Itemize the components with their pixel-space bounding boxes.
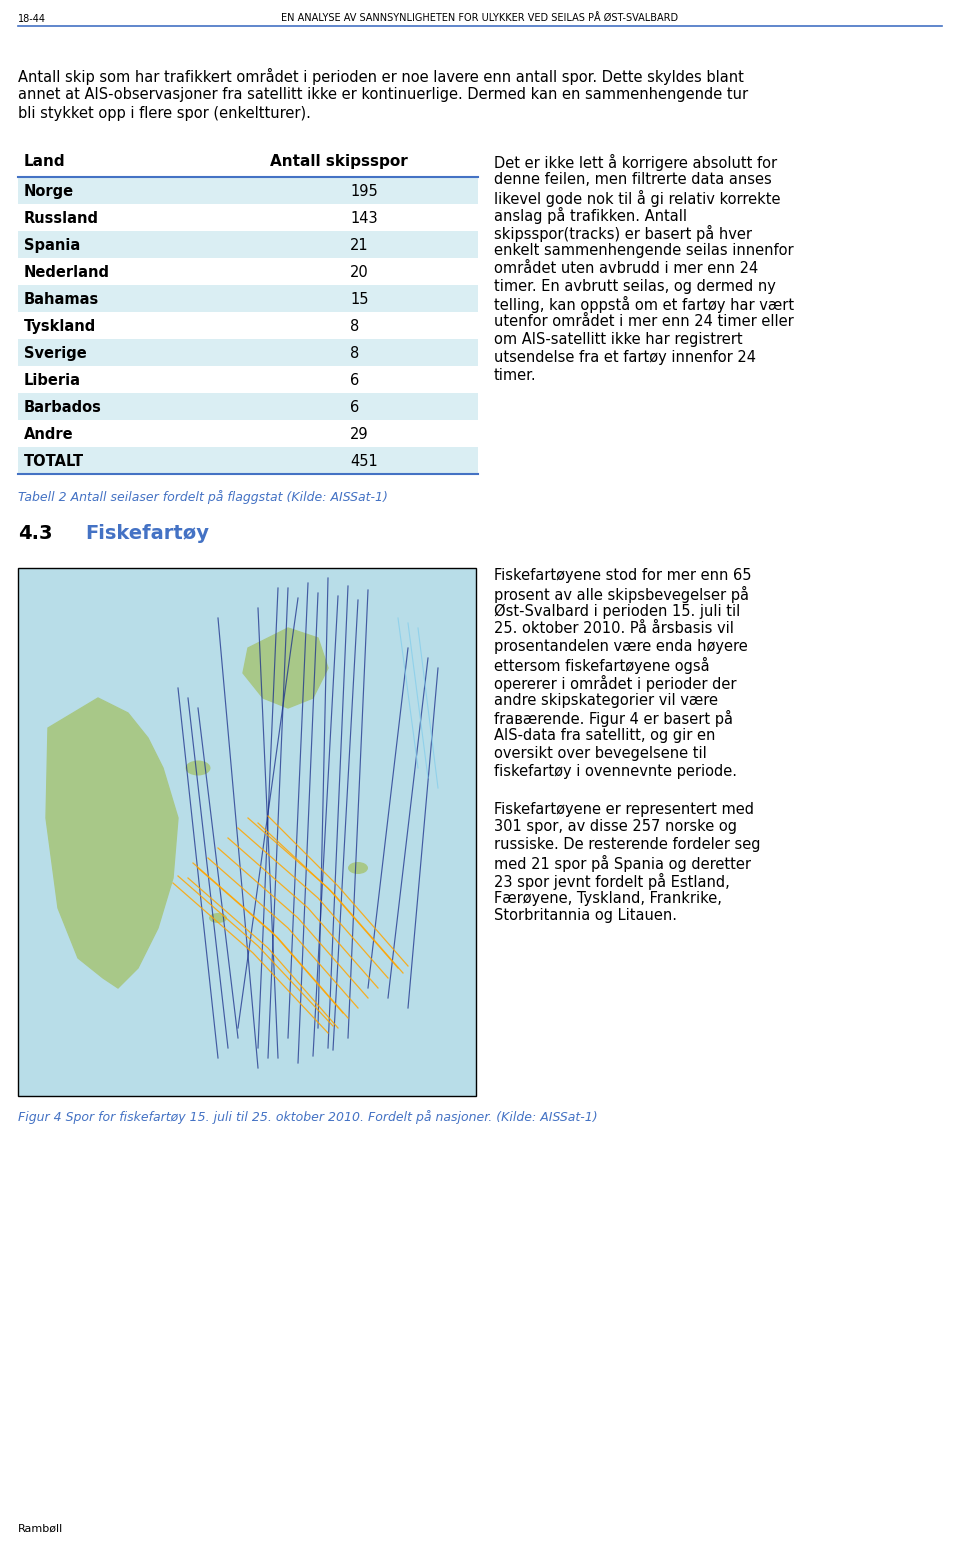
Text: 29: 29: [350, 427, 369, 442]
Text: denne feilen, men filtrerte data anses: denne feilen, men filtrerte data anses: [494, 171, 772, 186]
Text: Fiskefartøyene er representert med: Fiskefartøyene er representert med: [494, 801, 754, 817]
Text: Figur 4 Spor for fiskefartøy 15. juli til 25. oktober 2010. Fordelt på nasjoner.: Figur 4 Spor for fiskefartøy 15. juli ti…: [18, 1110, 598, 1123]
Text: med 21 spor på Spania og deretter: med 21 spor på Spania og deretter: [494, 855, 751, 872]
Text: enkelt sammenhengende seilas innenfor: enkelt sammenhengende seilas innenfor: [494, 243, 794, 257]
Text: 15: 15: [350, 291, 369, 307]
Text: 18-44: 18-44: [18, 14, 46, 25]
Text: området uten avbrudd i mer enn 24: området uten avbrudd i mer enn 24: [494, 260, 758, 276]
Text: Bahamas: Bahamas: [24, 291, 99, 307]
Text: anslag på trafikken. Antall: anslag på trafikken. Antall: [494, 208, 687, 225]
Bar: [18, 285, 478, 311]
Text: frавærende. Figur 4 er basert på: frавærende. Figur 4 er basert på: [494, 710, 733, 727]
Ellipse shape: [209, 912, 227, 923]
Text: 6: 6: [350, 401, 359, 415]
Text: Fiskefartøyene stod for mer enn 65: Fiskefartøyene stod for mer enn 65: [494, 569, 752, 582]
Bar: [18, 177, 478, 203]
Text: timer.: timer.: [494, 368, 537, 382]
Text: 6: 6: [350, 373, 359, 388]
Text: 20: 20: [350, 265, 369, 280]
Text: Andre: Andre: [24, 427, 74, 442]
Text: Tabell 2 Antall seilaser fordelt på flaggstat (Kilde: AISSat-1): Tabell 2 Antall seilaser fordelt på flag…: [18, 490, 388, 504]
Text: 8: 8: [350, 319, 359, 334]
Text: utsendelse fra et fartøy innenfor 24: utsendelse fra et fartøy innenfor 24: [494, 350, 756, 365]
Text: Antall skipsspor: Antall skipsspor: [270, 154, 408, 170]
Text: Det er ikke lett å korrigere absolutt for: Det er ikke lett å korrigere absolutt fo…: [494, 154, 778, 171]
Text: 143: 143: [350, 211, 377, 227]
Text: prosent av alle skipsbevegelser på: prosent av alle skipsbevegelser på: [494, 586, 749, 603]
Text: Norge: Norge: [24, 183, 74, 199]
Text: skipsspor(tracks) er basert på hver: skipsspor(tracks) er basert på hver: [494, 225, 752, 242]
Text: AIS-data fra satellitt, og gir en: AIS-data fra satellitt, og gir en: [494, 729, 715, 743]
Text: EN ANALYSE AV SANNSYNLIGHETEN FOR ULYKKER VED SEILAS PÅ ØST-SVALBARD: EN ANALYSE AV SANNSYNLIGHETEN FOR ULYKKE…: [281, 14, 679, 25]
Bar: [18, 231, 478, 257]
Text: annet at AIS-observasjoner fra satellitt ikke er kontinuerlige. Dermed kan en sa: annet at AIS-observasjoner fra satellitt…: [18, 86, 748, 102]
Text: utenfor området i mer enn 24 timer eller: utenfor området i mer enn 24 timer eller: [494, 314, 794, 330]
Text: TOTALT: TOTALT: [24, 455, 84, 468]
Text: Antall skip som har trafikkert området i perioden er noe lavere enn antall spor.: Antall skip som har trafikkert området i…: [18, 68, 744, 85]
Text: Nederland: Nederland: [24, 265, 110, 280]
Text: fiskefartøy i ovennevnte periode.: fiskefartøy i ovennevnte periode.: [494, 764, 737, 778]
Text: Barbados: Barbados: [24, 401, 102, 415]
Text: 451: 451: [350, 455, 377, 468]
Text: 195: 195: [350, 183, 377, 199]
Text: russiske. De resterende fordeler seg: russiske. De resterende fordeler seg: [494, 837, 760, 852]
Text: Sverige: Sverige: [24, 347, 86, 361]
Text: Land: Land: [24, 154, 65, 170]
Bar: [18, 447, 478, 475]
Text: likevel gode nok til å gi relativ korrekte: likevel gode nok til å gi relativ korrek…: [494, 190, 780, 206]
Text: Fiskefartøy: Fiskefartøy: [85, 524, 209, 542]
Text: Storbritannia og Litauen.: Storbritannia og Litauen.: [494, 908, 677, 923]
Text: opererer i området i perioder der: opererer i området i perioder der: [494, 675, 736, 692]
Text: Liberia: Liberia: [24, 373, 81, 388]
Text: Tyskland: Tyskland: [24, 319, 96, 334]
Text: 23 spor jevnt fordelt på Estland,: 23 spor jevnt fordelt på Estland,: [494, 872, 730, 889]
Text: andre skipskategorier vil være: andre skipskategorier vil være: [494, 692, 718, 707]
Polygon shape: [243, 629, 328, 707]
Text: Færøyene, Tyskland, Frankrike,: Færøyene, Tyskland, Frankrike,: [494, 891, 722, 906]
Bar: [18, 339, 478, 367]
Text: Rambøll: Rambøll: [18, 1524, 63, 1533]
Text: 21: 21: [350, 237, 369, 253]
Bar: [18, 569, 476, 1096]
Text: 301 spor, av disse 257 norske og: 301 spor, av disse 257 norske og: [494, 820, 737, 834]
Text: ettersom fiskefartøyene også: ettersom fiskefartøyene også: [494, 656, 709, 673]
Bar: [18, 393, 478, 421]
Text: timer. En avbrutt seilas, og dermed ny: timer. En avbrutt seilas, og dermed ny: [494, 279, 776, 294]
Text: Russland: Russland: [24, 211, 99, 227]
Ellipse shape: [348, 861, 368, 874]
Text: telling, kan oppstå om et fartøy har vært: telling, kan oppstå om et fartøy har vær…: [494, 296, 794, 313]
Text: 8: 8: [350, 347, 359, 361]
Ellipse shape: [185, 761, 210, 775]
Text: prosentandelen være enda høyere: prosentandelen være enda høyere: [494, 640, 748, 655]
Text: bli stykket opp i flere spor (enkeltturer).: bli stykket opp i flere spor (enkeltture…: [18, 106, 311, 122]
Text: 25. oktober 2010. På årsbasis vil: 25. oktober 2010. På årsbasis vil: [494, 621, 733, 636]
Text: 4.3: 4.3: [18, 524, 53, 542]
Text: Spania: Spania: [24, 237, 81, 253]
Polygon shape: [46, 698, 178, 988]
Text: oversikt over bevegelsene til: oversikt over bevegelsene til: [494, 746, 707, 761]
Text: Øst-Svalbard i perioden 15. juli til: Øst-Svalbard i perioden 15. juli til: [494, 604, 740, 619]
Text: om AIS-satellitt ikke har registrert: om AIS-satellitt ikke har registrert: [494, 331, 743, 347]
